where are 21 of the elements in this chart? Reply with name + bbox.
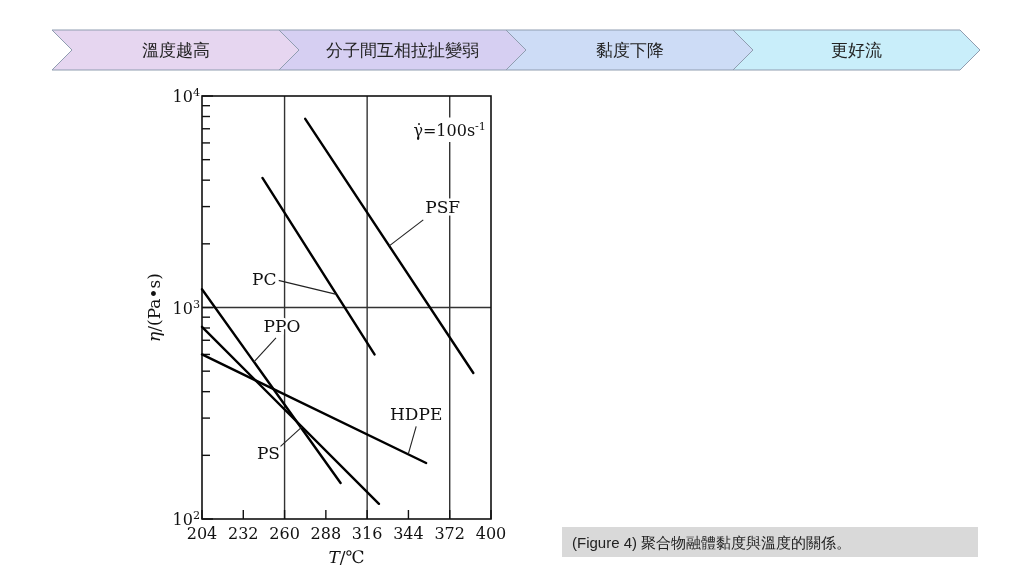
x-tick-label: 344: [393, 524, 424, 543]
x-tick-label: 232: [228, 524, 259, 543]
text: (Figure 4) 聚合物融體黏度與溫度的關係。: [572, 534, 852, 551]
x-tick-label: 316: [351, 524, 383, 543]
text: 溫度越高: [141, 41, 210, 60]
x-tick-label: 400: [475, 524, 507, 543]
y-tick-label: 10$^{3}$: [172, 297, 200, 318]
annotation: γ̇=100s$^{-1}$: [413, 119, 486, 140]
series-label: HDPE: [390, 404, 443, 425]
text: 更好流: [831, 41, 882, 60]
text: PC: [251, 269, 277, 290]
series-label: PS: [256, 442, 280, 463]
text: 分子間互相拉扯變弱: [326, 41, 479, 60]
x-tick-label: 372: [434, 524, 465, 543]
y-tick-label: 10$^{4}$: [172, 85, 200, 106]
x-axis-title: T/℃: [328, 547, 365, 567]
x-tick-label: 260: [269, 524, 300, 543]
text: 黏度下降: [595, 41, 664, 60]
x-tick-label: 204: [186, 524, 218, 543]
x-tick-label: 288: [310, 524, 342, 543]
y-axis-title: η/(Pa•s): [144, 273, 164, 342]
